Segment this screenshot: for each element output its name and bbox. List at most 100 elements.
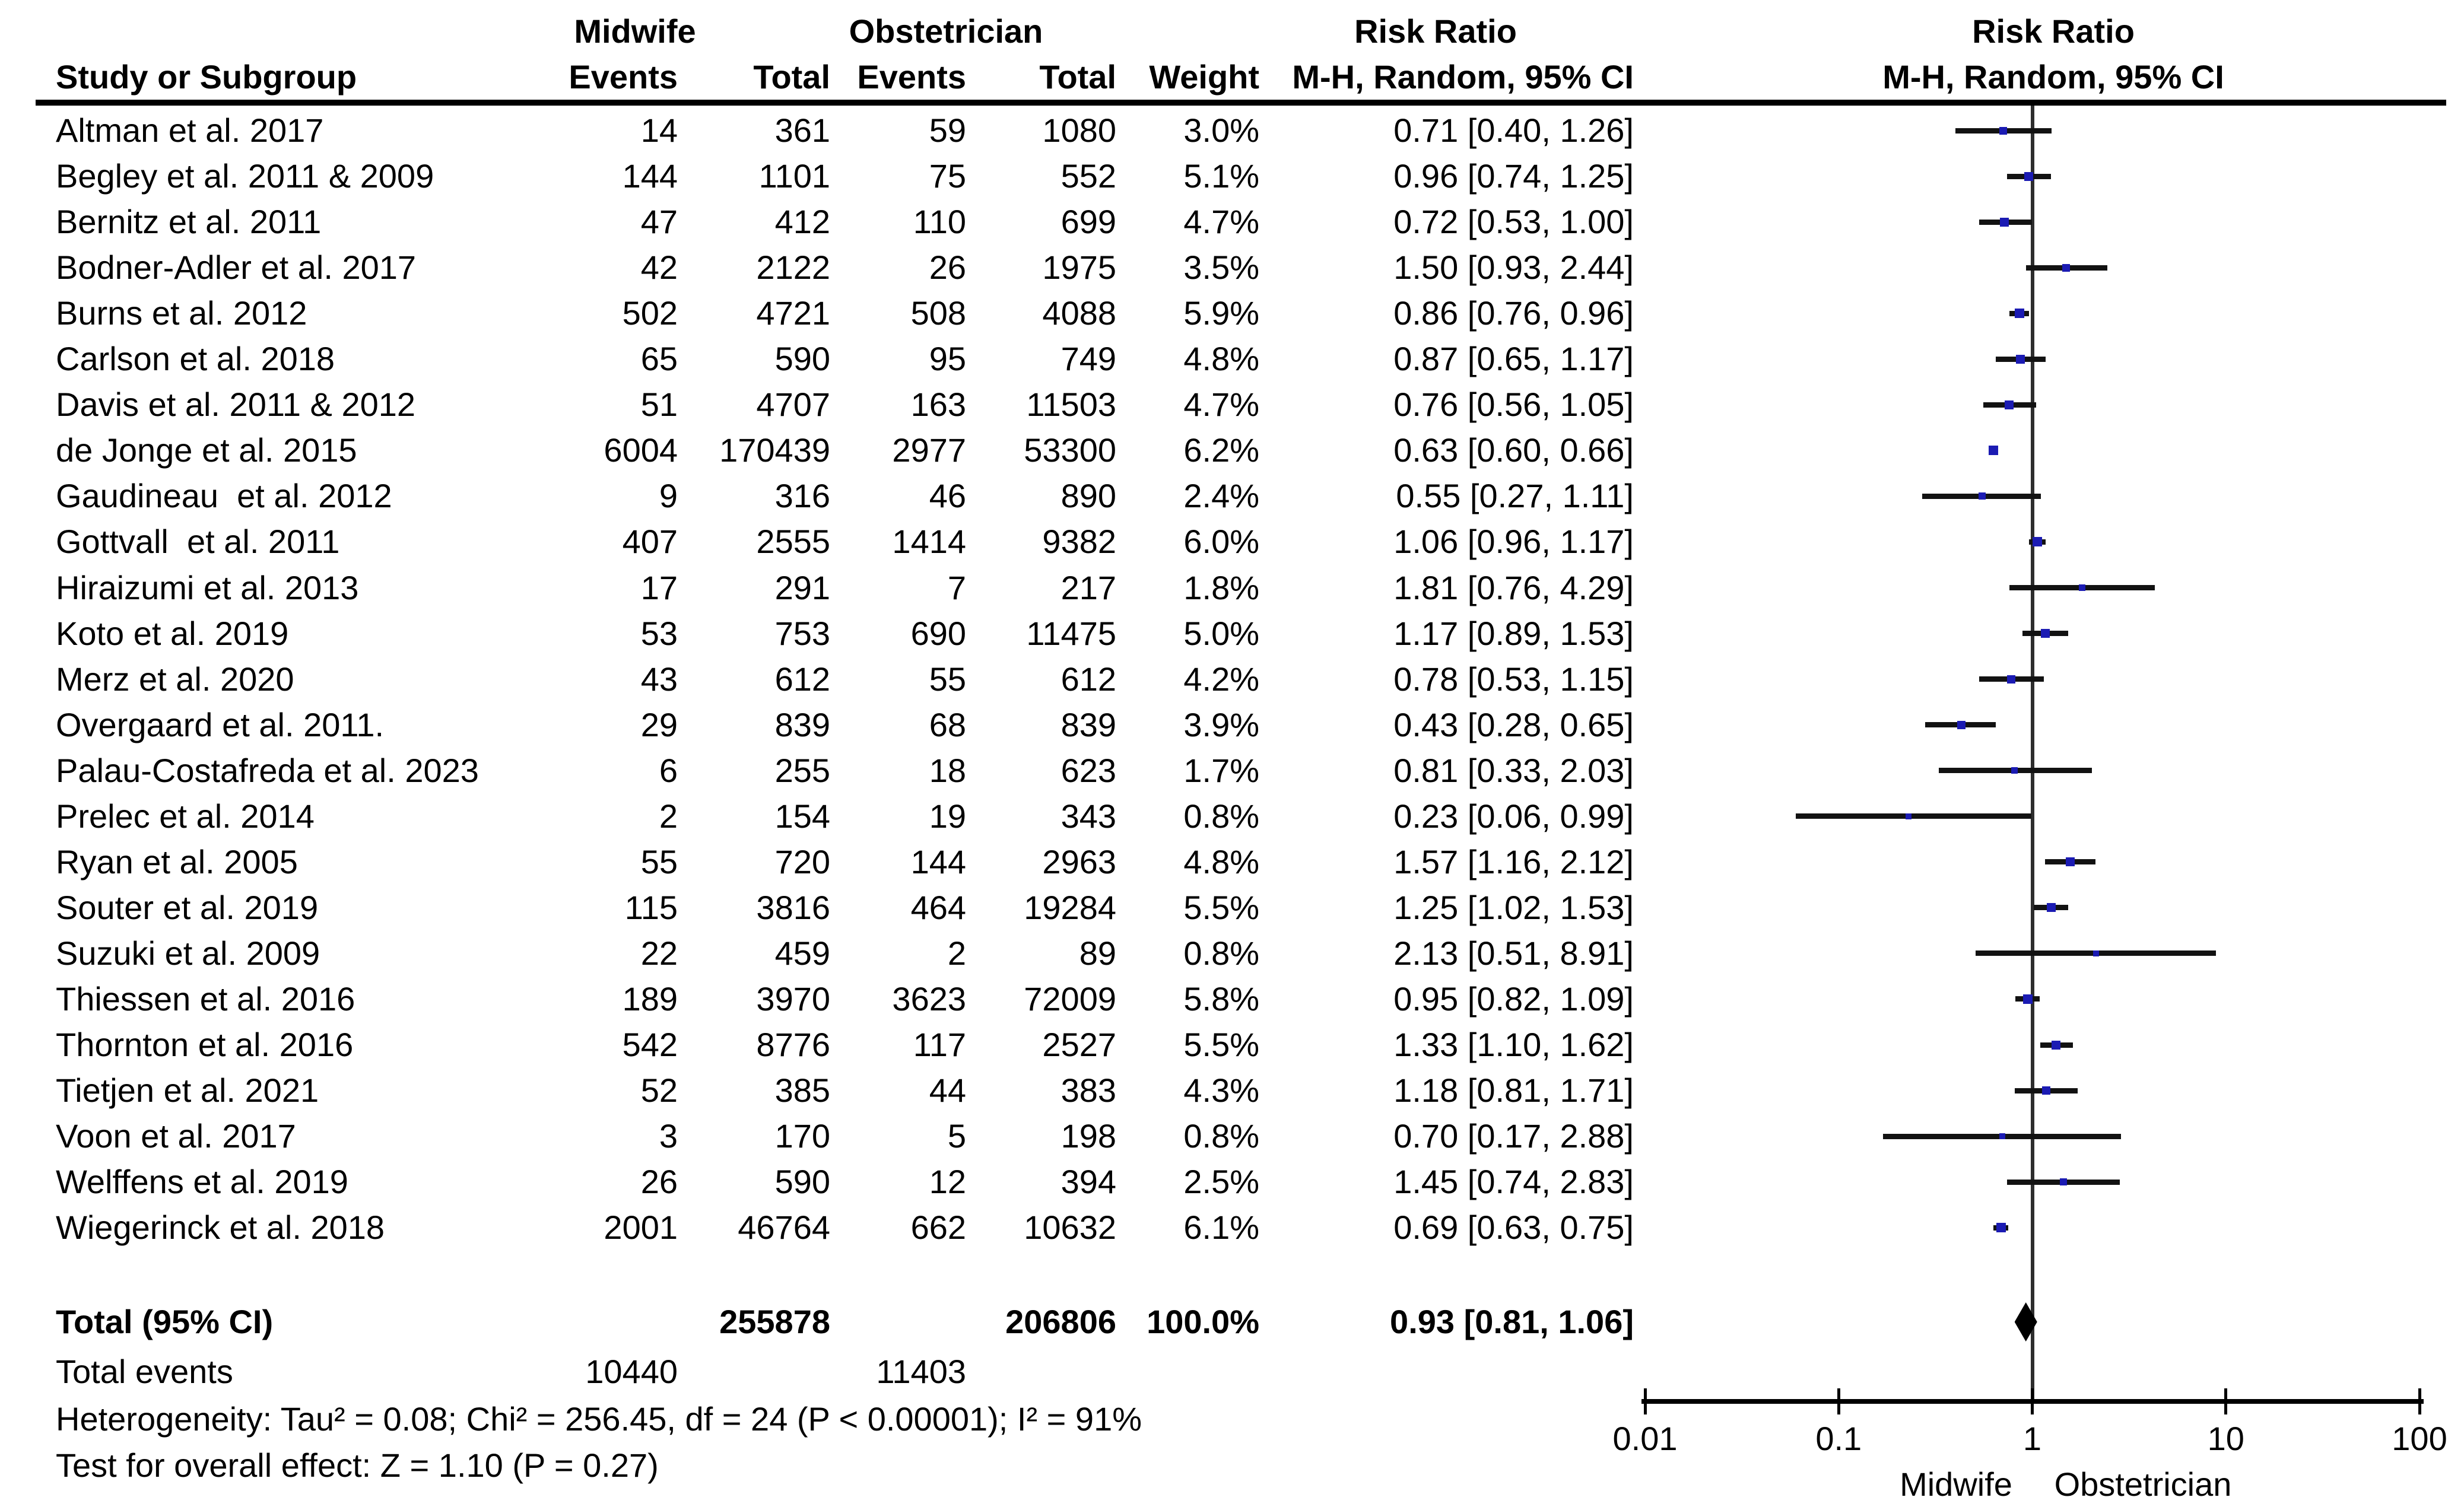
obstetrician-events-cell: 508 (910, 294, 966, 332)
axis-tick-label: 10 (2207, 1420, 2244, 1457)
obstetrician-events-cell: 662 (910, 1209, 966, 1247)
effect-square (2041, 1086, 2050, 1095)
axis-tick (2418, 1388, 2421, 1414)
study-name: Wiegerinck et al. 2018 (56, 1209, 385, 1247)
weight-cell: 0.8% (1183, 797, 1259, 835)
risk-ratio-ci-text: 1.33 [1.10, 1.62] (1393, 1026, 1634, 1063)
obstetrician-events-cell: 464 (910, 888, 966, 926)
total-row-label: Total (95% CI) (56, 1303, 274, 1340)
obstetrician-total-cell: 749 (1060, 340, 1116, 378)
obstetrician-total-cell: 9382 (1042, 523, 1116, 561)
study-name: Overgaard et al. 2011. (56, 705, 385, 743)
obstetrician-total-cell: 394 (1060, 1163, 1116, 1201)
column-header-midwife-events: Events (569, 58, 678, 96)
obstetrician-events-cell: 144 (910, 843, 966, 880)
risk-ratio-ci-text: 0.96 [0.74, 1.25] (1393, 157, 1634, 195)
effect-square (2007, 675, 2016, 684)
obstetrician-total-cell: 11503 (1026, 386, 1116, 424)
effect-square (2015, 309, 2025, 319)
risk-ratio-ci-text: 0.72 [0.53, 1.00] (1393, 203, 1634, 241)
obstetrician-events-cell: 5 (947, 1117, 966, 1155)
midwife-events-cell: 144 (622, 157, 678, 195)
effect-square (2005, 400, 2014, 409)
risk-ratio-ci-text: 0.70 [0.17, 2.88] (1393, 1117, 1634, 1155)
study-name: Tietjen et al. 2021 (56, 1072, 319, 1110)
obstetrician-events-cell: 110 (913, 203, 966, 241)
column-header-obstetrician-total: Total (1039, 58, 1116, 96)
obstetrician-events-cell: 12 (929, 1163, 966, 1201)
obstetrician-events-cell: 117 (913, 1026, 966, 1063)
midwife-total-cell: 170 (774, 1117, 830, 1155)
effect-square (2016, 354, 2025, 364)
effect-square (2065, 857, 2075, 867)
study-name: Bernitz et al. 2011 (56, 203, 322, 241)
study-name: Welffens et al. 2019 (56, 1163, 348, 1201)
midwife-events-cell: 3 (659, 1117, 678, 1155)
column-header-weight: Weight (1149, 58, 1259, 96)
obstetrician-events-cell: 1414 (892, 523, 966, 561)
midwife-events-cell: 2001 (604, 1209, 678, 1247)
obstetrician-total-cell: 699 (1060, 203, 1116, 241)
midwife-total-cell: 2122 (756, 249, 830, 287)
weight-cell: 6.2% (1183, 431, 1259, 469)
midwife-total-cell: 2555 (756, 523, 830, 561)
midwife-events-cell: 26 (640, 1163, 678, 1201)
risk-ratio-ci-text: 0.81 [0.33, 2.03] (1393, 751, 1634, 789)
study-name: Hiraizumi et al. 2013 (56, 568, 359, 606)
weight-cell: 1.8% (1183, 568, 1259, 606)
midwife-total-cell: 4707 (756, 386, 830, 424)
obstetrician-total-cell: 4088 (1042, 294, 1116, 332)
study-name: Bodner-Adler et al. 2017 (56, 249, 417, 287)
risk-ratio-ci-text: 0.78 [0.53, 1.15] (1393, 660, 1634, 698)
axis-tick-label: 0.1 (1815, 1420, 1862, 1457)
midwife-events-cell: 22 (640, 934, 678, 972)
weight-cell: 6.1% (1183, 1209, 1259, 1247)
midwife-total-cell: 412 (774, 203, 830, 241)
obstetrician-events-cell: 18 (929, 751, 966, 789)
effect-square (1978, 492, 1986, 500)
axis-tick (2031, 1388, 2034, 1414)
risk-ratio-ci-text: 0.23 [0.06, 0.99] (1393, 797, 1634, 835)
midwife-events-cell: 14 (640, 112, 678, 149)
effect-square (2023, 994, 2033, 1004)
weight-cell: 5.1% (1183, 157, 1259, 195)
midwife-total-cell: 590 (774, 1163, 830, 1201)
risk-ratio-ci-text: 1.45 [0.74, 2.83] (1393, 1163, 1634, 1201)
study-name: de Jonge et al. 2015 (56, 431, 357, 469)
study-name: Koto et al. 2019 (56, 614, 289, 652)
risk-ratio-ci-text: 0.69 [0.63, 0.75] (1393, 1209, 1634, 1247)
axis-tick-label: 1 (2022, 1420, 2042, 1457)
midwife-total-cell: 459 (774, 934, 830, 972)
midwife-events-cell: 6004 (604, 431, 678, 469)
study-name: Souter et al. 2019 (56, 888, 319, 926)
study-name: Begley et al. 2011 & 2009 (56, 157, 434, 195)
midwife-events-cell: 407 (622, 523, 678, 561)
obstetrician-events-cell: 2 (947, 934, 966, 972)
effect-square (2000, 217, 2009, 227)
obstetrician-events-cell: 26 (929, 249, 966, 287)
risk-ratio-ci-text: 0.63 [0.60, 0.66] (1393, 431, 1634, 469)
obstetrician-total-cell: 2527 (1042, 1026, 1116, 1063)
weight-cell: 3.5% (1183, 249, 1259, 287)
obstetrician-total-cell: 612 (1060, 660, 1116, 698)
study-name: Altman et al. 2017 (56, 112, 324, 149)
obstetrician-events-cell: 690 (910, 614, 966, 652)
midwife-events-cell: 47 (640, 203, 678, 241)
effect-square (1989, 446, 1999, 456)
total-midwife-total: 255878 (719, 1303, 830, 1340)
weight-cell: 5.5% (1183, 888, 1259, 926)
study-name: Suzuki et al. 2009 (56, 934, 320, 972)
weight-cell: 5.0% (1183, 614, 1259, 652)
weight-cell: 1.7% (1183, 751, 1259, 789)
study-name: Merz et al. 2020 (56, 660, 294, 698)
study-name: Carlson et al. 2018 (56, 340, 335, 378)
obstetrician-total-cell: 198 (1060, 1117, 1116, 1155)
obstetrician-events-cell: 2977 (892, 431, 966, 469)
midwife-events-cell: 55 (640, 843, 678, 880)
obstetrician-total-cell: 72009 (1024, 980, 1116, 1018)
midwife-total-cell: 361 (774, 112, 830, 149)
weight-cell: 4.7% (1183, 386, 1259, 424)
midwife-events-cell: 17 (640, 568, 678, 606)
column-header-risk-ratio-text: Risk Ratio (1354, 12, 1517, 50)
midwife-total-cell: 46764 (738, 1209, 830, 1247)
